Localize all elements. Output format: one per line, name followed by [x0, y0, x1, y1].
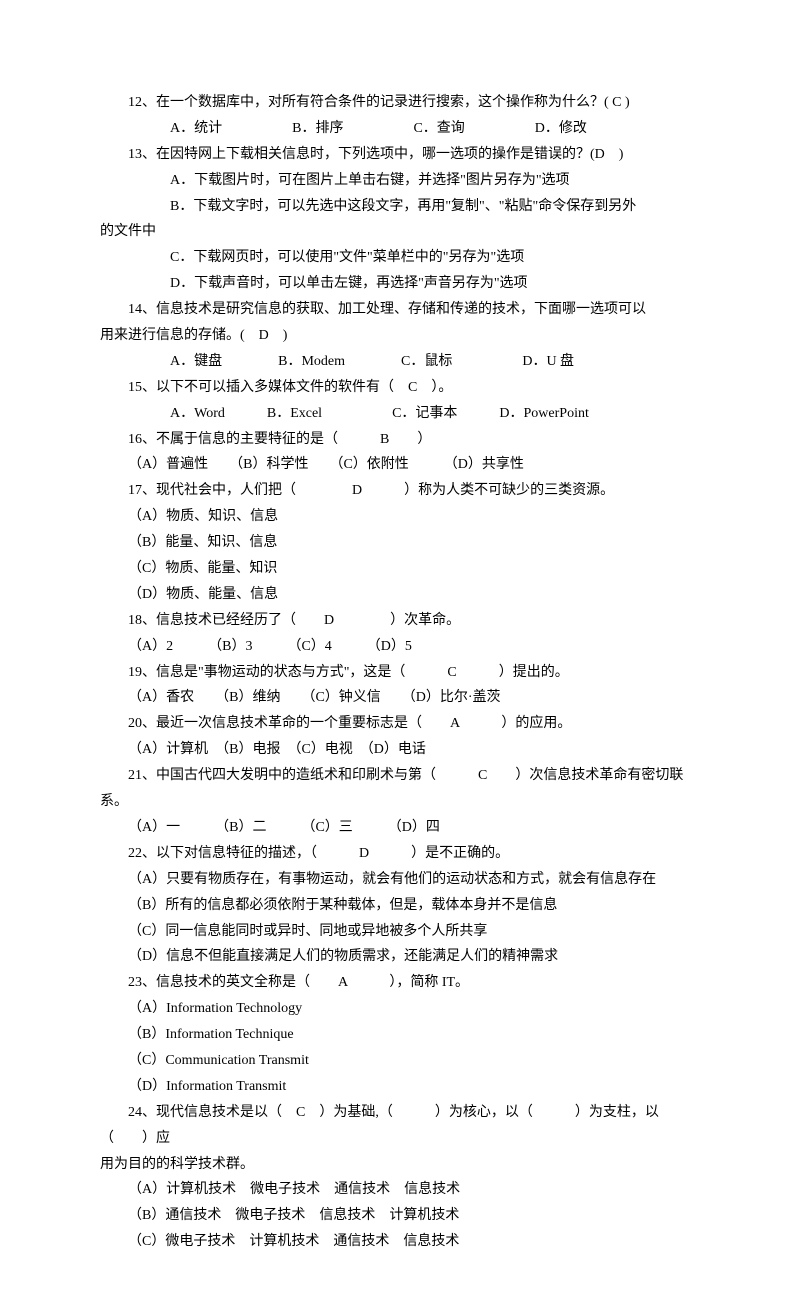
text-line: （A）香农 （B）维纳 （C）钟义信 （D）比尔·盖茨 [100, 685, 700, 711]
text-line: 19、信息是"事物运动的状态与方式"，这是（ C ）提出的。 [100, 660, 700, 686]
text-line: 16、不属于信息的主要特征的是（ B ） [100, 427, 700, 453]
text-line: （C）物质、能量、知识 [100, 556, 700, 582]
text-line: （D）物质、能量、信息 [100, 582, 700, 608]
text-line: （A）2 （B）3 （C）4 （D）5 [100, 634, 700, 660]
text-line: （A）一 （B）二 （C）三 （D）四 [100, 815, 700, 841]
text-line: 17、现代社会中，人们把（ D ）称为人类不可缺少的三类资源。 [100, 478, 700, 504]
text-line: （C）同一信息能同时或异时、同地或异地被多个人所共享 [100, 919, 700, 945]
text-line: （A）物质、知识、信息 [100, 504, 700, 530]
text-line: B．下载文字时，可以先选中这段文字，再用"复制"、"粘贴"命令保存到另外 [100, 194, 700, 220]
text-line: 23、信息技术的英文全称是（ A ），简称 IT。 [100, 970, 700, 996]
text-line: 13、在因特网上下载相关信息时，下列选项中，哪一选项的操作是错误的？(D ) [100, 142, 700, 168]
text-line: 12、在一个数据库中，对所有符合条件的记录进行搜索，这个操作称为什么？( C ) [100, 90, 700, 116]
text-line: A．下载图片时，可在图片上单击右键，并选择"图片另存为"选项 [100, 168, 700, 194]
text-line: （A）只要有物质存在，有事物运动，就会有他们的运动状态和方式，就会有信息存在 [100, 867, 700, 893]
text-line: 18、信息技术已经经历了（ D ）次革命。 [100, 608, 700, 634]
text-line: A．键盘 B．Modem C．鼠标 D．U 盘 [100, 349, 700, 375]
text-line: （C）Communication Transmit [100, 1048, 700, 1074]
text-line: 的文件中 [100, 219, 700, 245]
text-line: （D）Information Transmit [100, 1074, 700, 1100]
text-line: （B）所有的信息都必须依附于某种载体，但是，载体本身并不是信息 [100, 893, 700, 919]
text-line: 用为目的的科学技术群。 [100, 1152, 700, 1178]
document-page: 12、在一个数据库中，对所有符合条件的记录进行搜索，这个操作称为什么？( C )… [0, 0, 800, 1305]
text-line: （A）普遍性 （B）科学性 （C）依附性 （D）共享性 [100, 452, 700, 478]
text-line: 系。 [100, 789, 700, 815]
text-line: （B）Information Technique [100, 1022, 700, 1048]
text-line: D．下载声音时，可以单击左键，再选择"声音另存为"选项 [100, 271, 700, 297]
text-line: （B）能量、知识、信息 [100, 530, 700, 556]
text-line: （A）计算机 （B）电报 （C）电视 （D）电话 [100, 737, 700, 763]
text-line: 21、中国古代四大发明中的造纸术和印刷术与第（ C ）次信息技术革命有密切联 [100, 763, 700, 789]
text-line: 20、最近一次信息技术革命的一个重要标志是（ A ）的应用。 [100, 711, 700, 737]
text-line: （A）计算机技术 微电子技术 通信技术 信息技术 [100, 1177, 700, 1203]
text-line: 24、现代信息技术是以（ C ）为基础,（ ）为核心，以（ ）为支柱，以（ ）应 [100, 1100, 700, 1152]
text-line: 15、以下不可以插入多媒体文件的软件有（ C ）。 [100, 375, 700, 401]
text-line: A．Word B．Excel C．记事本 D．PowerPoint [100, 401, 700, 427]
text-line: （D）信息不但能直接满足人们的物质需求，还能满足人们的精神需求 [100, 944, 700, 970]
text-line: 14、信息技术是研究信息的获取、加工处理、存储和传递的技术，下面哪一选项可以 [100, 297, 700, 323]
text-line: 用来进行信息的存储。( D ) [100, 323, 700, 349]
text-line: （C）微电子技术 计算机技术 通信技术 信息技术 [100, 1229, 700, 1255]
text-line: （B）通信技术 微电子技术 信息技术 计算机技术 [100, 1203, 700, 1229]
text-line: 22、以下对信息特征的描述，（ D ）是不正确的。 [100, 841, 700, 867]
text-line: （A）Information Technology [100, 996, 700, 1022]
text-line: C．下载网页时，可以使用"文件"菜单栏中的"另存为"选项 [100, 245, 700, 271]
text-line: A．统计 B．排序 C．查询 D．修改 [100, 116, 700, 142]
